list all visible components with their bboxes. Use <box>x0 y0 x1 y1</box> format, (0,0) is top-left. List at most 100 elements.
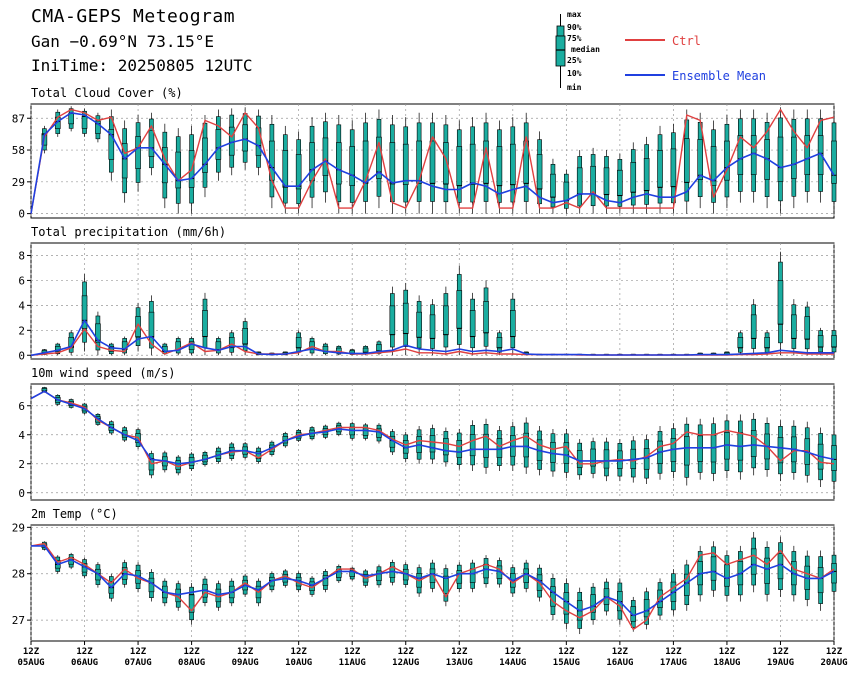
box-inner <box>710 556 717 581</box>
box-inner <box>255 127 262 156</box>
box-inner <box>523 432 529 458</box>
x-tick-label-date: 11AUG <box>339 658 366 668</box>
x-tick-label-date: 13AUG <box>446 658 473 668</box>
box-inner <box>349 146 356 186</box>
box-inner <box>483 433 489 458</box>
box-inner <box>215 341 222 350</box>
box-inner <box>764 557 770 584</box>
box-inner <box>376 344 382 352</box>
y-tick-label: 2 <box>18 458 25 471</box>
box-inner <box>469 310 476 337</box>
box-inner <box>242 328 248 345</box>
box-inner <box>443 305 449 335</box>
box-inner <box>496 146 503 186</box>
box-inner <box>202 310 208 337</box>
x-tick-label-date: 07AUG <box>125 658 152 668</box>
box-inner <box>590 165 596 195</box>
box-inner <box>81 295 88 329</box>
box-inner <box>791 136 797 179</box>
y-tick-label: 29 <box>12 176 25 189</box>
box-inner <box>817 567 824 594</box>
series-ensemble-mean-line <box>31 545 835 617</box>
box-inner <box>456 290 463 329</box>
box-inner <box>831 140 837 184</box>
box-inner <box>295 154 302 190</box>
legend-ctrl-label: Ctrl <box>672 34 701 48</box>
y-tick-label: 27 <box>12 614 25 627</box>
box-inner <box>710 146 717 186</box>
box-inner <box>228 336 235 349</box>
x-tick-label-date: 06AUG <box>71 658 98 668</box>
box-inner <box>202 137 208 173</box>
box-inner <box>362 427 369 436</box>
panel-title: 10m wind speed (m/s) <box>31 366 176 380</box>
panel-title: 2m Temp (°C) <box>31 507 118 521</box>
box-inner <box>483 563 489 579</box>
box-inner <box>536 154 543 190</box>
panel-cloud-cover: Total Cloud Cover (%) 0 29 58 87 <box>12 86 837 221</box>
box-inner <box>148 129 155 157</box>
box-inner <box>563 442 570 464</box>
box-inner <box>603 167 610 195</box>
box-inner <box>590 448 596 467</box>
box-inner <box>108 129 115 160</box>
box-inner <box>804 316 811 340</box>
x-tick-label-time: 12Z <box>612 647 629 657</box>
x-tick-label-time: 12Z <box>451 647 468 657</box>
box-inner <box>831 335 837 348</box>
box-inner <box>563 181 570 201</box>
box-inner <box>469 434 476 457</box>
box-inner <box>295 336 302 349</box>
box-inner <box>509 310 516 337</box>
box-inner <box>376 570 382 581</box>
box-inner <box>175 588 182 603</box>
x-tick-label-time: 12Z <box>237 647 254 657</box>
box-inner <box>215 129 222 160</box>
x-tick-label-date: 09AUG <box>232 658 259 668</box>
box-inner <box>603 449 610 469</box>
box-inner <box>724 564 730 587</box>
init-time-label: IniTime: 20250805 12UTC <box>31 56 253 75</box>
y-tick-label: 28 <box>12 568 25 581</box>
box-inner <box>831 445 837 471</box>
y-tick-label: 8 <box>18 249 25 262</box>
box-inner <box>576 167 583 195</box>
box-inner <box>135 136 141 169</box>
box-inner <box>791 314 797 339</box>
y-tick-label: 4 <box>18 299 25 312</box>
x-tick-label-time: 12Z <box>183 647 200 657</box>
x-tick-label-time: 12Z <box>505 647 522 657</box>
box-inner <box>81 116 88 129</box>
box-inner <box>389 305 396 335</box>
box-inner <box>336 142 342 185</box>
y-tick-label: 87 <box>12 112 25 125</box>
box-inner <box>215 588 222 603</box>
series-ensemble-mean-line <box>30 390 835 465</box>
series-ctrl-line <box>30 108 835 214</box>
box-inner <box>643 158 650 191</box>
box-inner <box>402 143 409 185</box>
panel-title: Total Cloud Cover (%) <box>31 86 183 100</box>
panel-precipitation: Total precipitation (mm/6h) 0 2 4 6 8 <box>18 225 837 362</box>
x-tick-label-time: 12Z <box>665 647 682 657</box>
box-inner <box>683 138 690 183</box>
box-inner <box>670 148 677 187</box>
box-inner <box>643 599 650 618</box>
x-tick-label-date: 15AUG <box>553 658 580 668</box>
y-tick-label: 58 <box>12 144 25 157</box>
x-tick-label-date: 16AUG <box>606 658 633 668</box>
x-tick-label-time: 12Z <box>719 647 736 657</box>
x-tick-label-date: 08AUG <box>178 658 205 668</box>
box-inner <box>724 140 730 181</box>
panel-frame <box>30 242 835 360</box>
box-inner <box>121 143 128 179</box>
x-tick-label-date: 10AUG <box>285 658 312 668</box>
box-inner <box>416 140 422 184</box>
box-inner <box>576 450 583 468</box>
legend-box-label-3: median <box>571 44 600 54</box>
box-inner <box>469 143 476 185</box>
legend-box-label-1: 90% <box>567 23 582 32</box>
box-inner <box>764 336 770 349</box>
